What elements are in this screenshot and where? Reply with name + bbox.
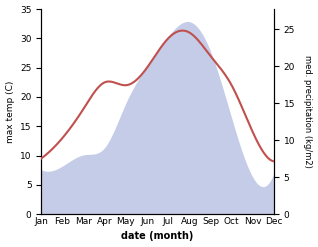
X-axis label: date (month): date (month) bbox=[121, 231, 194, 242]
Y-axis label: max temp (C): max temp (C) bbox=[5, 80, 15, 143]
Y-axis label: med. precipitation (kg/m2): med. precipitation (kg/m2) bbox=[303, 55, 313, 168]
